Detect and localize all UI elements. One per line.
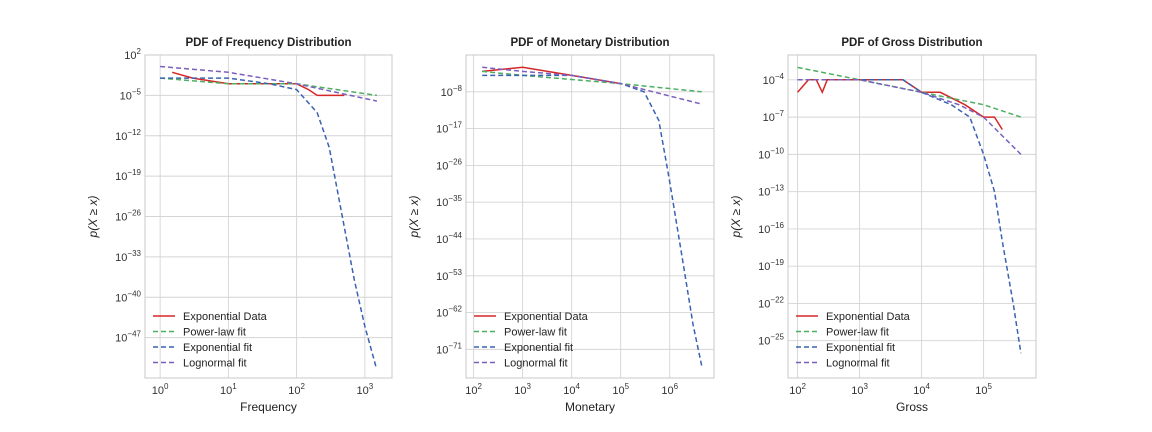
y-tick-label: 10−47 (115, 330, 141, 345)
x-tick-label: 100 (152, 382, 169, 397)
x-tick-label: 104 (913, 382, 930, 397)
y-axis-label: p(X ≥ x) (407, 196, 421, 239)
legend: Exponential Data Power-law fit Exponential… (796, 311, 911, 370)
legend-label: Exponential Data (183, 311, 268, 323)
x-tick-label: 104 (563, 382, 580, 397)
y-tick-label: 10−17 (436, 121, 462, 136)
series-group (482, 66, 703, 366)
legend-label: Power-law fit (826, 327, 889, 339)
legend-label: Lognormal fit (183, 358, 247, 370)
x-axis-label: Frequency (240, 400, 297, 414)
legend: Exponential Data Power-law fit Exponential… (153, 311, 268, 370)
x-tick-label: 102 (789, 382, 806, 397)
y-tick-label: 10−22 (758, 295, 784, 310)
chart-title: PDF of Gross Distribution (841, 37, 982, 49)
y-tick-label: 10−19 (115, 168, 141, 183)
plot-frame (144, 54, 393, 379)
y-axis-label: p(X ≥ x) (729, 196, 743, 239)
chart-title: PDF of Monetary Distribution (510, 37, 669, 49)
legend-label: Lognormal fit (826, 358, 890, 370)
y-tick-label: 10−4 (763, 72, 785, 87)
x-axis-label: Gross (896, 400, 928, 414)
series-line-exponential-fit (797, 79, 1022, 354)
chart-title: PDF of Frequency Distribution (185, 37, 351, 49)
series-line-lognormal-fit (797, 79, 1022, 155)
y-tick-label: 10−8 (441, 84, 463, 99)
series-group (797, 66, 1022, 354)
x-axis-label: Monetary (565, 400, 615, 414)
x-tick-label: 106 (661, 382, 678, 397)
legend-label: Power-law fit (504, 327, 567, 339)
legend-label: Exponential Data (504, 311, 589, 323)
y-tick-label: 10−40 (115, 289, 141, 304)
x-tick-label: 102 (288, 382, 305, 397)
x-tick-label: 102 (465, 382, 482, 397)
legend-label: Exponential Data (826, 311, 911, 323)
y-tick-label: 10−5 (120, 87, 142, 102)
series-line-lognormal-fit (160, 65, 378, 102)
y-tick-label: 10−71 (436, 341, 462, 356)
x-tick-label: 103 (514, 382, 531, 397)
x-tick-label: 105 (612, 382, 629, 397)
series-line-lognormal-fit (482, 66, 702, 105)
series-line-exponential-fit (160, 77, 377, 367)
legend-label: Lognormal fit (504, 358, 568, 370)
y-tick-label: 10−62 (436, 305, 462, 320)
legend-label: Power-law fit (183, 327, 246, 339)
legend-label: Exponential fit (183, 342, 252, 354)
series-line-exponential-data (797, 79, 1003, 130)
y-tick-label: 10−26 (436, 157, 462, 172)
x-tick-label: 101 (220, 382, 237, 397)
y-axis-label: p(X ≥ x) (86, 196, 100, 239)
chart-panel-2: 102 103 104 105 106 10−8 10−17 10−26 10−35 10−44 1… (407, 37, 715, 414)
y-tick-label: 10−12 (115, 128, 141, 143)
x-tick-label: 103 (851, 382, 868, 397)
series-line-power-law-fit (797, 66, 1022, 118)
y-tick-label: 10−44 (436, 231, 462, 246)
y-tick-label: 102 (124, 47, 141, 62)
y-tick-label: 10−35 (436, 194, 462, 209)
y-tick-label: 10−10 (758, 146, 784, 161)
plot-frame (787, 54, 1037, 379)
series-line-power-law-fit (482, 70, 702, 93)
chart-panel-1: 100 101 102 103 102 10−5 10−12 10−19 10−26 10−33 1… (86, 37, 393, 414)
chart-panel-3: 102 103 104 105 10−4 10−7 10−10 10−13 10−16 10−19… (729, 37, 1037, 414)
y-tick-label: 10−7 (763, 109, 785, 124)
plot-frame (465, 54, 715, 379)
series-line-power-law-fit (160, 77, 378, 97)
y-tick-label: 10−33 (115, 249, 141, 264)
series-group (160, 65, 378, 367)
y-tick-label: 10−19 (758, 258, 784, 273)
y-tick-label: 10−16 (758, 221, 784, 236)
y-tick-label: 10−25 (758, 333, 784, 348)
legend-label: Exponential fit (504, 342, 573, 354)
legend: Exponential Data Power-law fit Exponential… (474, 311, 589, 370)
y-tick-label: 10−53 (436, 268, 462, 283)
y-tick-label: 10−13 (758, 184, 784, 199)
y-tick-label: 10−26 (115, 209, 141, 224)
legend-label: Exponential fit (826, 342, 895, 354)
x-tick-label: 103 (356, 382, 373, 397)
x-tick-label: 105 (975, 382, 992, 397)
